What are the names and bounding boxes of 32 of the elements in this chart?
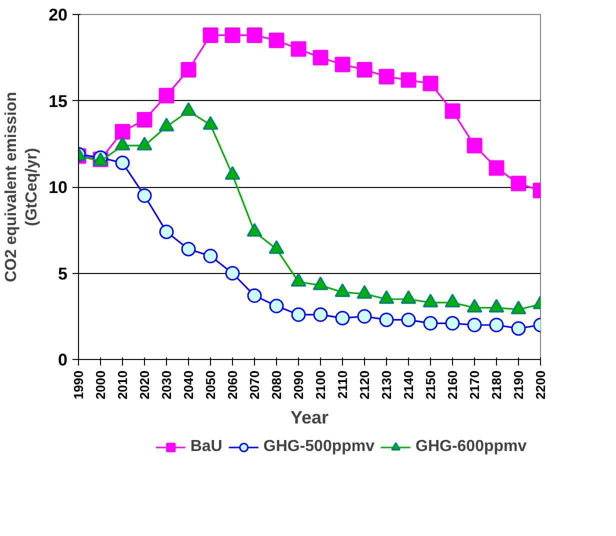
- x-tick-label: 2190: [511, 370, 526, 400]
- legend-label: GHG-500ppmv: [263, 438, 375, 456]
- x-tick-label: 2140: [401, 370, 416, 400]
- x-tick-label: 2040: [181, 370, 196, 400]
- x-tick-label: 2170: [467, 370, 482, 400]
- y-tick-label: 0: [58, 350, 68, 370]
- x-axis-title: Year: [290, 407, 329, 428]
- x-tick-label: 2100: [313, 370, 328, 400]
- x-tick-label: 2160: [445, 370, 460, 400]
- x-tick-label: 2130: [379, 370, 394, 400]
- x-tick-label: 1990: [71, 370, 86, 400]
- x-tick-label: 2080: [269, 370, 284, 400]
- x-tick-label: 2120: [357, 370, 372, 400]
- x-tick-label: 2000: [93, 370, 108, 400]
- x-tick-label: 2150: [423, 370, 438, 400]
- legend-label: BaU: [190, 438, 222, 456]
- y-tick-label: 15: [48, 92, 68, 111]
- x-tick-label: 2010: [115, 370, 130, 400]
- x-tick-label: 2050: [203, 370, 218, 400]
- x-tick-label: 2200: [533, 370, 548, 400]
- x-tick-label: 2070: [247, 370, 262, 400]
- x-tick-label: 2030: [159, 370, 174, 400]
- y-tick-label: 10: [48, 178, 68, 197]
- y-axis-title: CO2 equivalent emission (GtCeq/yr): [3, 92, 41, 282]
- x-tick-label: 2090: [291, 370, 306, 400]
- x-tick-label: 2110: [335, 370, 350, 399]
- x-tick-label: 2060: [225, 370, 240, 400]
- y-tick-label: 5: [58, 264, 68, 284]
- legend-label: GHG-600ppmv: [416, 438, 527, 456]
- x-tick-label: 2020: [137, 370, 152, 400]
- x-tick-label: 2180: [489, 370, 504, 400]
- y-tick-label: 20: [48, 6, 68, 24]
